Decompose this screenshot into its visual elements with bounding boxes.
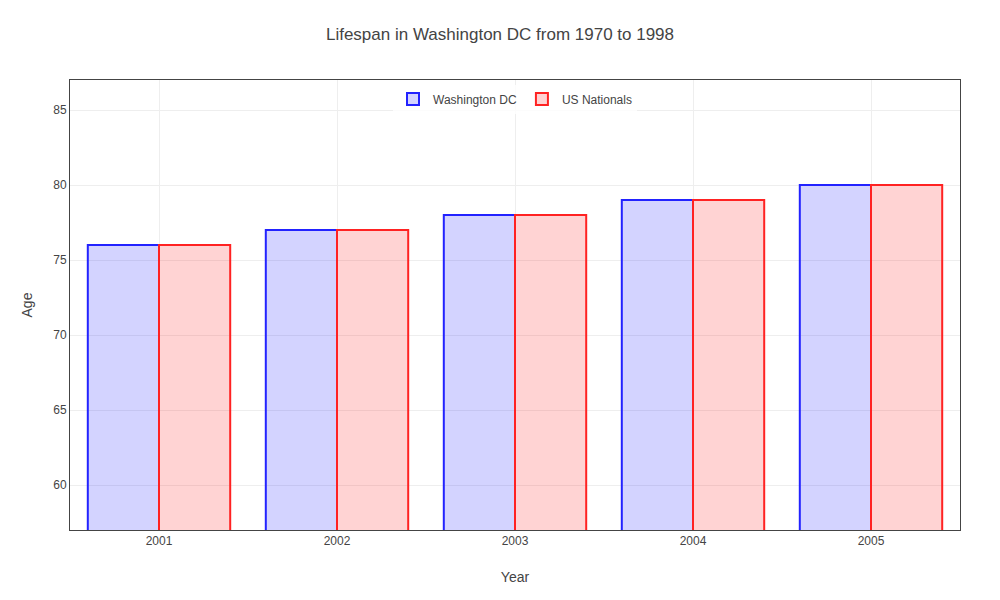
svg-text:80: 80 (53, 178, 67, 192)
svg-text:75: 75 (53, 253, 67, 267)
svg-text:2002: 2002 (324, 534, 351, 548)
svg-text:Washington DC: Washington DC (433, 93, 517, 107)
svg-text:65: 65 (53, 403, 67, 417)
svg-text:2004: 2004 (680, 534, 707, 548)
svg-text:2003: 2003 (502, 534, 529, 548)
svg-text:2001: 2001 (146, 534, 173, 548)
svg-text:2005: 2005 (858, 534, 885, 548)
svg-text:60: 60 (53, 478, 67, 492)
svg-text:Year: Year (501, 569, 530, 585)
svg-text:70: 70 (53, 328, 67, 342)
svg-text:Age: Age (19, 292, 35, 317)
svg-text:US Nationals: US Nationals (562, 93, 632, 107)
svg-text:Lifespan in Washington DC from: Lifespan in Washington DC from 1970 to 1… (326, 25, 674, 44)
svg-text:85: 85 (53, 103, 67, 117)
